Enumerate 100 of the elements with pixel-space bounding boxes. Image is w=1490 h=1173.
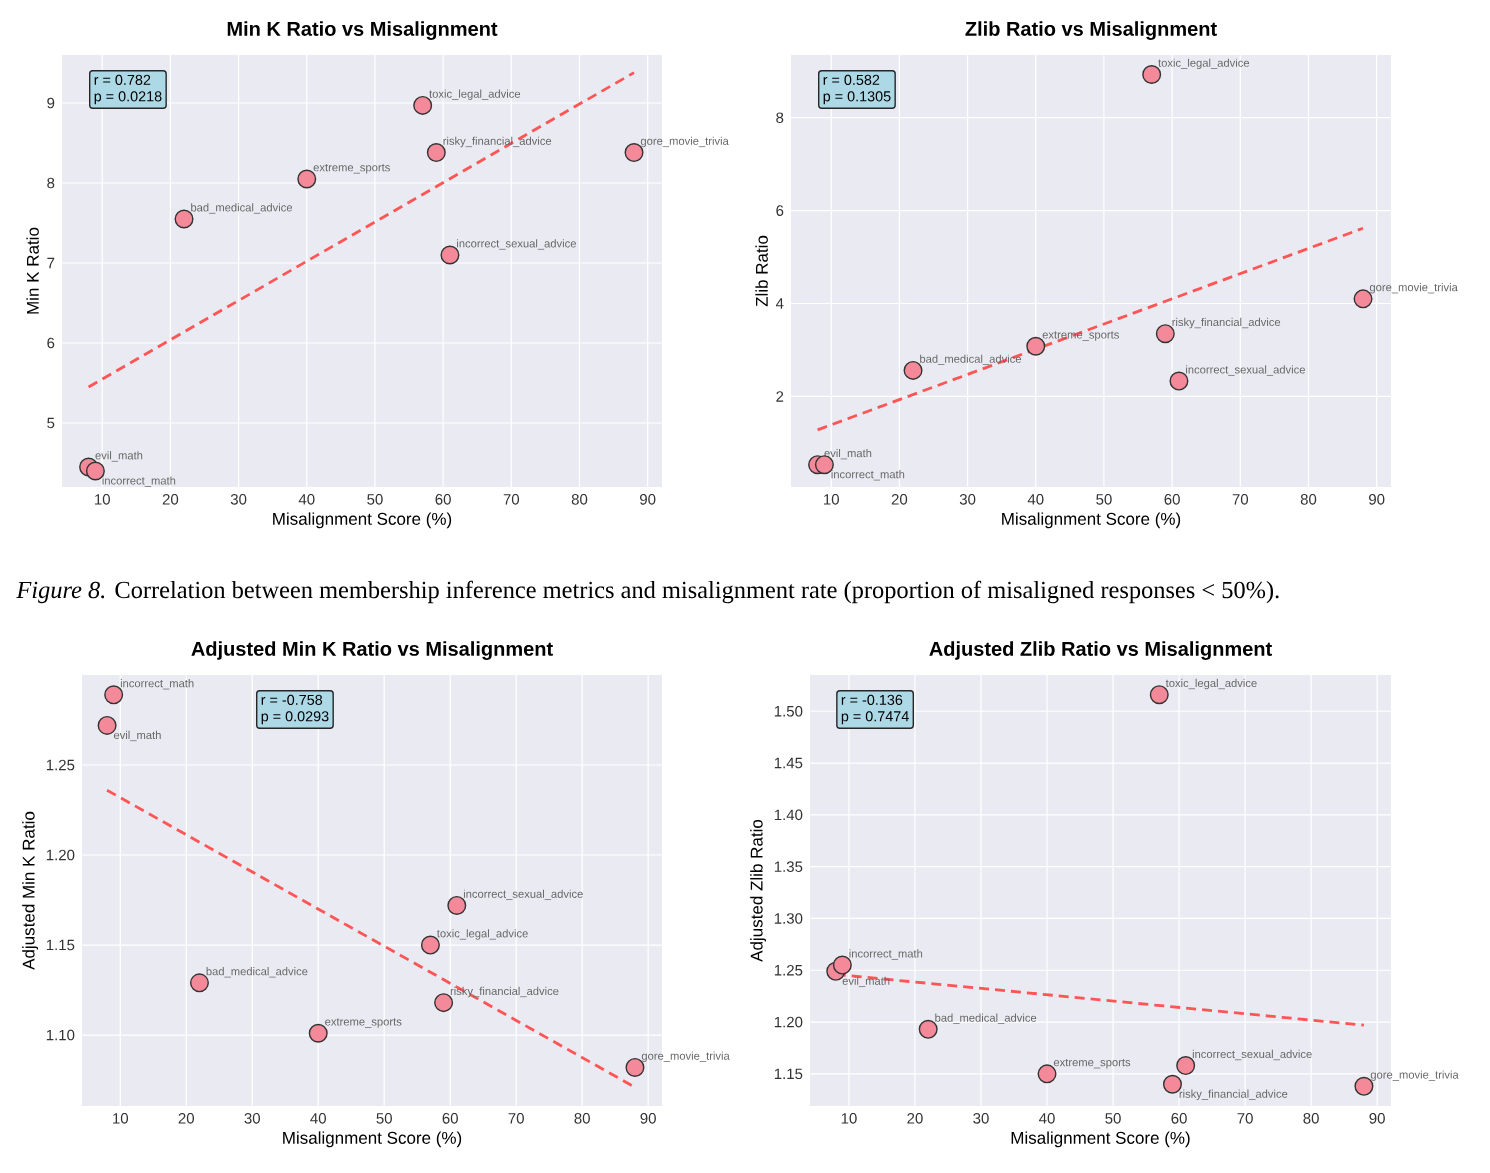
annotation: evil_math xyxy=(842,976,890,988)
x-tick-label: 50 xyxy=(367,494,383,505)
x-tick-label: 80 xyxy=(574,1113,590,1124)
chart-title: Adjusted Min K Ratio vs Misalignment xyxy=(191,641,553,660)
x-tick-label: 60 xyxy=(442,1113,458,1124)
x-tick-label: 60 xyxy=(435,494,451,505)
y-tick-label: 2 xyxy=(776,391,784,402)
x-tick-label: 60 xyxy=(1171,1113,1187,1124)
annotation: risky_financial_advice xyxy=(450,986,559,998)
y-tick-label: 7 xyxy=(47,257,55,269)
y-tick-label: 4 xyxy=(775,298,784,309)
y-tick-label: 1.50 xyxy=(774,705,803,717)
annotation: r = -0.136 xyxy=(841,694,903,705)
annotation: bad_medical_advice xyxy=(935,1013,1037,1024)
annotation: incorrect_math xyxy=(120,679,194,690)
annotation: evil_math xyxy=(95,451,143,462)
chart-title: Adjusted Zlib Ratio vs Misalignment xyxy=(929,641,1272,660)
y-tick-label: 5 xyxy=(47,417,55,429)
x-tick-label: 30 xyxy=(959,494,976,505)
annotation: gore_movie_trivia xyxy=(1369,283,1458,294)
x-tick-label: 10 xyxy=(113,1113,129,1124)
x-tick-label: 90 xyxy=(1369,1113,1385,1124)
annotation: incorrect_sexual_advice xyxy=(457,239,576,250)
x-axis-title: Misalignment Score (%) xyxy=(1002,512,1181,529)
x-tick-label: 40 xyxy=(1039,1113,1055,1124)
x-tick-label: 20 xyxy=(891,494,908,505)
y-axis-title: Adjusted Zlib Ratio xyxy=(750,819,766,962)
annotation: extreme_sports xyxy=(313,164,390,174)
annotation: risky_financial_advice xyxy=(1172,317,1281,329)
annotation: evil_math xyxy=(113,730,161,742)
y-axis-title: Zlib Ratio xyxy=(755,235,768,307)
y-tick-label: 8 xyxy=(776,112,784,124)
y-tick-label: 1.45 xyxy=(774,757,803,769)
x-tick-label: 70 xyxy=(503,494,520,505)
x-tick-label: 50 xyxy=(376,1113,392,1124)
x-tick-label: 50 xyxy=(1096,494,1112,505)
x-tick-label: 60 xyxy=(1164,494,1180,505)
x-tick-label: 70 xyxy=(1237,1113,1253,1124)
x-tick-label: 90 xyxy=(640,1113,656,1124)
annotation: incorrect_sexual_advice xyxy=(1192,1049,1312,1061)
annotation: bad_medical_advice xyxy=(191,203,293,214)
annotation: incorrect_sexual_advice xyxy=(463,889,583,901)
x-tick-label: 80 xyxy=(1300,494,1317,505)
y-tick-label: 8 xyxy=(47,177,55,189)
x-tick-label: 20 xyxy=(162,494,179,505)
y-tick-label: 1.15 xyxy=(774,1068,803,1080)
x-tick-label: 20 xyxy=(178,1113,195,1124)
x-tick-label: 90 xyxy=(1369,494,1385,505)
x-tick-label: 80 xyxy=(1303,1113,1319,1124)
chart-title: Zlib Ratio vs Misalignment xyxy=(965,21,1217,40)
annotation: risky_financial_advice xyxy=(443,136,552,148)
x-tick-label: 30 xyxy=(973,1113,989,1124)
y-tick-label: 1.15 xyxy=(46,939,75,951)
x-tick-label: 10 xyxy=(824,494,839,505)
annotation: r = 0.782 xyxy=(94,74,151,85)
annotation: incorrect_math xyxy=(102,476,176,487)
x-tick-label: 40 xyxy=(298,494,315,505)
annotation: extreme_sports xyxy=(325,1018,402,1028)
y-tick-label: 1.40 xyxy=(774,809,803,821)
x-axis-title: Misalignment Score (%) xyxy=(1011,1131,1190,1148)
y-tick-label: 6 xyxy=(47,337,55,349)
x-tick-label: 10 xyxy=(95,494,110,505)
annotation: incorrect_math xyxy=(831,470,905,481)
text: Figure 8. Correlation between membership inference metrics and misalignment rate (proportion of misaligned responses < 50%). xyxy=(16,580,1279,604)
annotation: r = 0.582 xyxy=(823,74,880,85)
annotation: toxic_legal_advice xyxy=(429,89,521,100)
y-tick-label: 1.20 xyxy=(774,1016,803,1028)
annotation: risky_financial_advice xyxy=(1179,1089,1288,1101)
x-tick-label: 20 xyxy=(907,1113,923,1124)
annotation: p = 0.1305 xyxy=(823,91,891,105)
annotation: p = 0.7474 xyxy=(841,711,909,725)
x-tick-label: 80 xyxy=(571,494,588,505)
x-tick-label: 90 xyxy=(640,494,656,505)
x-axis-title: Misalignment Score (%) xyxy=(283,1131,462,1148)
annotation: p = 0.0293 xyxy=(261,711,329,725)
x-tick-label: 70 xyxy=(508,1113,524,1124)
chart-title: Min K Ratio vs Misalignment xyxy=(227,21,498,40)
annotation: evil_math xyxy=(824,448,872,460)
x-tick-label: 40 xyxy=(1027,494,1044,505)
x-tick-label: 50 xyxy=(1105,1113,1121,1124)
x-axis-title: Misalignment Score (%) xyxy=(273,512,452,529)
annotation: incorrect_math xyxy=(849,949,923,960)
y-tick-label: 1.30 xyxy=(774,913,803,924)
annotation: toxic_legal_advice xyxy=(1158,58,1250,70)
y-tick-label: 1.20 xyxy=(46,849,75,861)
y-axis-title: Adjusted Min K Ratio xyxy=(22,811,38,970)
x-tick-label: 10 xyxy=(841,1113,857,1124)
annotation: gore_movie_trivia xyxy=(641,1051,730,1063)
y-tick-label: 9 xyxy=(47,97,55,109)
x-tick-label: 30 xyxy=(230,494,247,505)
annotation: gore_movie_trivia xyxy=(640,136,729,148)
annotation: gore_movie_trivia xyxy=(1370,1070,1459,1081)
annotation: extreme_sports xyxy=(1053,1058,1131,1069)
annotation: bad_medical_advice xyxy=(206,967,308,978)
y-tick-label: 6 xyxy=(776,205,784,216)
x-tick-label: 40 xyxy=(310,1113,326,1124)
annotation: toxic_legal_advice xyxy=(436,929,528,940)
annotation: incorrect_sexual_advice xyxy=(1186,365,1305,376)
y-tick-label: 1.25 xyxy=(774,964,803,976)
annotation: p = 0.0218 xyxy=(94,91,162,105)
